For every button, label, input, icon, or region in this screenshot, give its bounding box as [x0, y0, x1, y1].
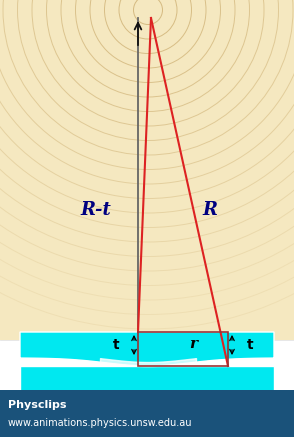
Text: r: r [189, 337, 197, 351]
Text: t: t [247, 338, 253, 352]
Bar [0, 390, 294, 437]
Polygon shape [20, 332, 274, 366]
Bar [138, 332, 228, 366]
Text: Physclips: Physclips [8, 400, 66, 410]
Polygon shape [20, 358, 274, 366]
Text: R: R [203, 201, 218, 219]
Bar [20, 366, 274, 393]
Text: R-t: R-t [81, 201, 111, 219]
Text: www.animations.physics.unsw.edu.au: www.animations.physics.unsw.edu.au [8, 418, 193, 428]
Bar [0, 0, 294, 340]
Bar [0, 340, 294, 390]
Text: t: t [113, 338, 119, 352]
